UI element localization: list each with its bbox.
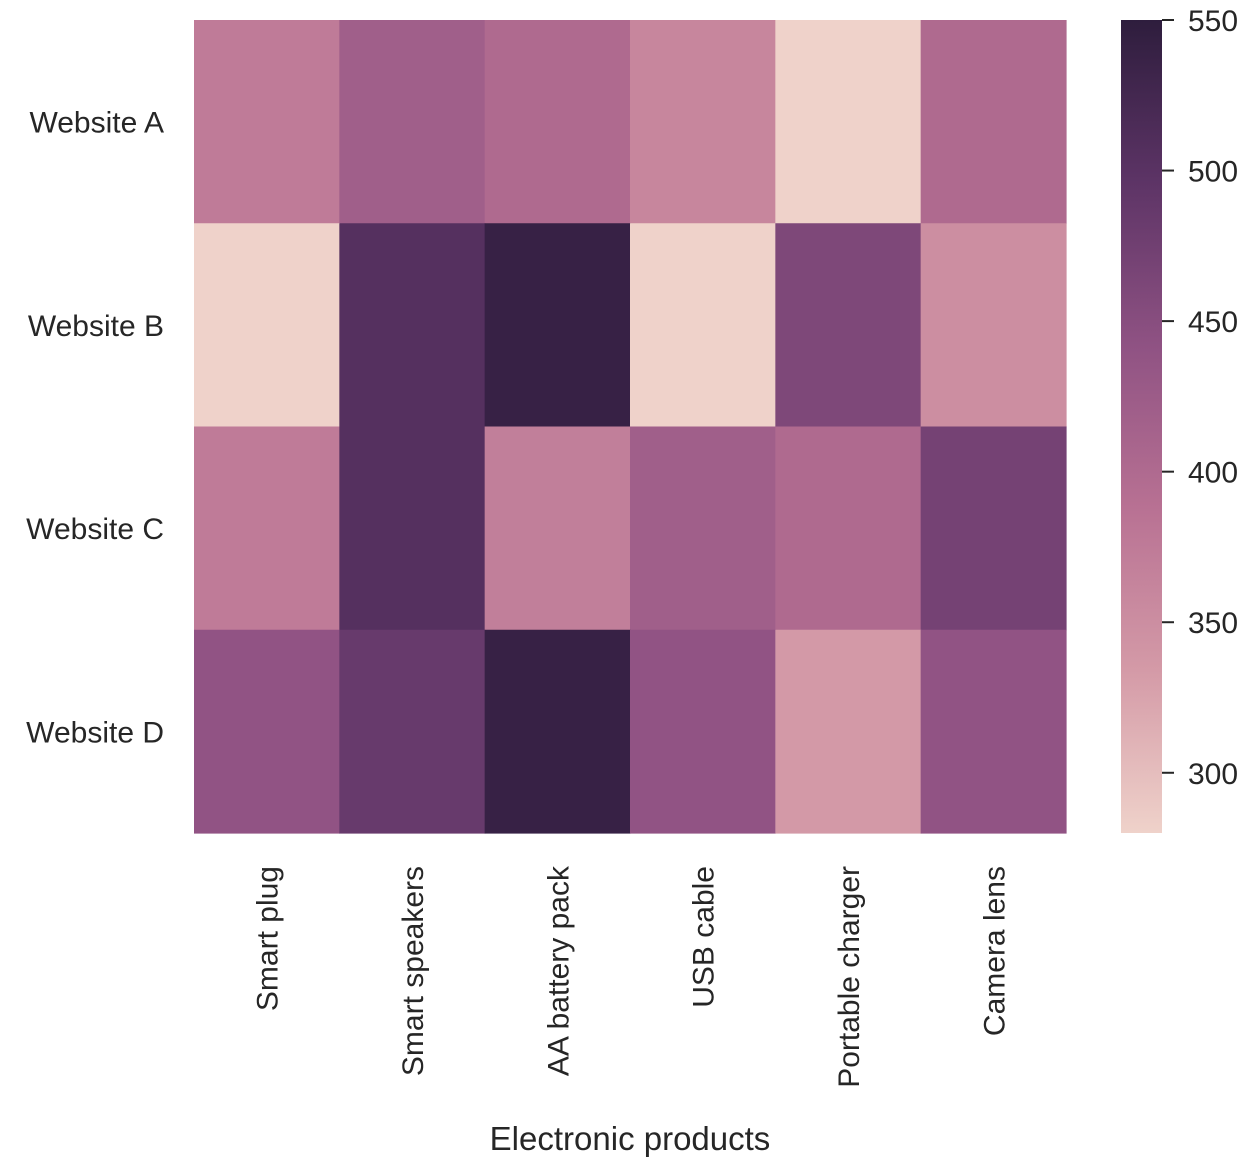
y-tick-website-d: Website D [26,716,164,749]
cell-website-d-camera-lens [920,629,1067,834]
heatmap-cells [194,20,1067,834]
x-tick-smart-speakers: Smart speakers [397,866,430,1076]
x-tick-usb-cable: USB cable [688,866,721,1008]
cell-website-b-aa-battery-pack [484,223,631,428]
x-tick-portable-charger: Portable charger [833,866,866,1088]
cell-website-c-portable-charger [775,426,922,631]
colorbar-ticks: 300 350 400 450 500 550 [1162,5,1238,791]
cell-website-d-smart-plug [194,629,340,834]
x-tick-smart-plug: Smart plug [252,866,285,1011]
colorbar-tick-label-550: 550 [1188,5,1238,38]
colorbar-tick-label-350: 350 [1188,607,1238,640]
x-tick-aa-battery-pack: AA battery pack [542,865,575,1076]
cell-website-a-camera-lens [920,20,1067,224]
cell-website-a-portable-charger [775,20,922,224]
cell-website-b-smart-plug [194,223,340,428]
colorbar-tick-label-400: 400 [1188,457,1238,490]
cell-website-a-smart-speakers [339,20,486,224]
cell-website-c-smart-speakers [339,426,486,631]
colorbar-tick-label-450: 450 [1188,306,1238,339]
cell-website-c-aa-battery-pack [484,426,631,631]
x-tick-camera-lens: Camera lens [978,866,1011,1036]
cell-website-a-aa-battery-pack [484,20,631,224]
cell-website-b-usb-cable [630,223,776,428]
colorbar-tick-label-500: 500 [1188,156,1238,189]
cell-website-c-usb-cable [630,426,776,631]
colorbar-tick-label-300: 300 [1188,758,1238,791]
cell-website-d-portable-charger [775,629,922,834]
cell-website-b-camera-lens [920,223,1067,428]
x-tick-labels: Smart plug Smart speakers AA battery pack U… [252,865,1012,1088]
cell-website-a-usb-cable [630,20,776,224]
y-tick-website-c: Website C [26,513,164,546]
cell-website-d-aa-battery-pack [484,629,631,834]
y-tick-website-b: Website B [28,310,164,343]
y-tick-website-a: Website A [29,107,164,140]
cell-website-b-smart-speakers [339,223,486,428]
colorbar [1121,20,1162,833]
cell-website-a-smart-plug [194,20,340,224]
cell-website-d-smart-speakers [339,629,486,834]
y-tick-labels: Website A Website B Website C Website D [26,107,164,750]
cell-website-d-usb-cable [630,629,776,834]
cell-website-b-portable-charger [775,223,922,428]
x-axis-title: Electronic products [490,1120,771,1157]
cell-website-c-smart-plug [194,426,340,631]
cell-website-c-camera-lens [920,426,1067,631]
